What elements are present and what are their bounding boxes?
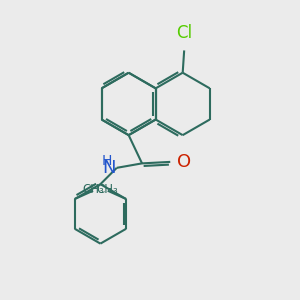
Text: H: H xyxy=(101,154,112,168)
Text: Cl: Cl xyxy=(176,24,192,42)
Text: O: O xyxy=(177,153,191,171)
Text: CH₃: CH₃ xyxy=(97,183,119,196)
Text: CH₃: CH₃ xyxy=(82,183,104,196)
Text: N: N xyxy=(102,159,115,177)
